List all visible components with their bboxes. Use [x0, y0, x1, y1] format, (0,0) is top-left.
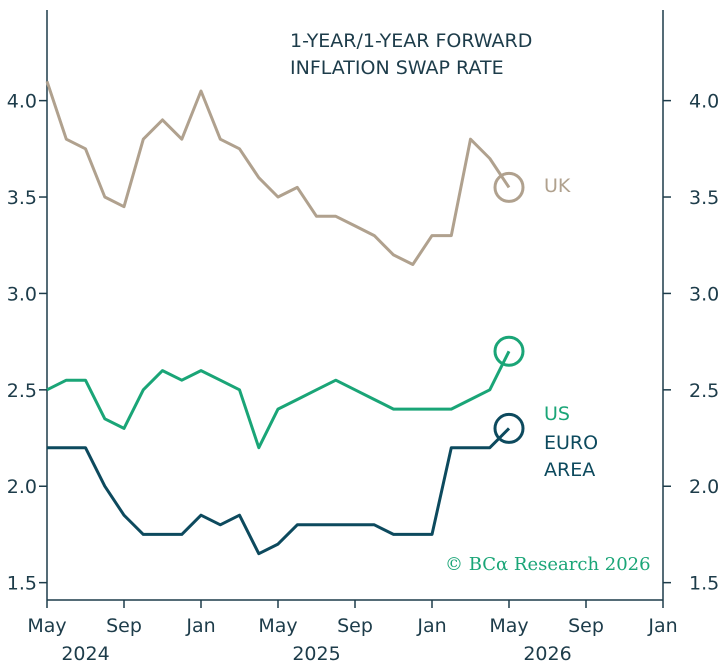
y-tick-label: 3.0	[7, 283, 37, 305]
x-tick-label: Jan	[185, 615, 215, 637]
y-tick-label: 4.0	[7, 91, 37, 113]
series-line	[45, 80, 511, 266]
y-tick-label: 3.5	[689, 187, 719, 209]
end-marker	[493, 335, 525, 367]
series-label: US	[544, 403, 570, 426]
year-label: 2025	[292, 643, 340, 665]
x-tick-label: Sep	[337, 615, 373, 637]
x-tick-label: Jan	[416, 615, 446, 637]
credit: © BCα Research 2026	[445, 554, 651, 575]
x-tick-label: May	[27, 615, 66, 637]
x-tick-label: Jan	[647, 615, 677, 637]
y-tick-label: 2.0	[7, 476, 37, 498]
y-tick-label: 2.5	[7, 380, 37, 402]
y-tick-label: 4.0	[689, 91, 719, 113]
x-tick-label: May	[258, 615, 297, 637]
x-tick-label: May	[489, 615, 528, 637]
y-tick-label: 2.0	[689, 476, 719, 498]
y-tick-label: 3.5	[7, 187, 37, 209]
y-tick-label: 1.5	[7, 573, 37, 595]
year-label: 2024	[61, 643, 109, 665]
chart-title: 1-YEAR/1-YEAR FORWARD INFLATION SWAP RAT…	[290, 30, 533, 79]
year-label: 2026	[523, 643, 571, 665]
y-tick-label: 2.5	[689, 380, 719, 402]
x-tick-label: Sep	[106, 615, 142, 637]
series-label: EURO AREA	[544, 432, 599, 482]
x-tick-label: Sep	[568, 615, 604, 637]
series-line	[47, 427, 511, 556]
series-label: UK	[544, 175, 571, 198]
end-marker	[493, 171, 525, 203]
end-marker	[493, 412, 525, 444]
series-line	[46, 350, 511, 450]
y-tick-label: 3.0	[689, 283, 719, 305]
y-tick-label: 1.5	[689, 573, 719, 595]
